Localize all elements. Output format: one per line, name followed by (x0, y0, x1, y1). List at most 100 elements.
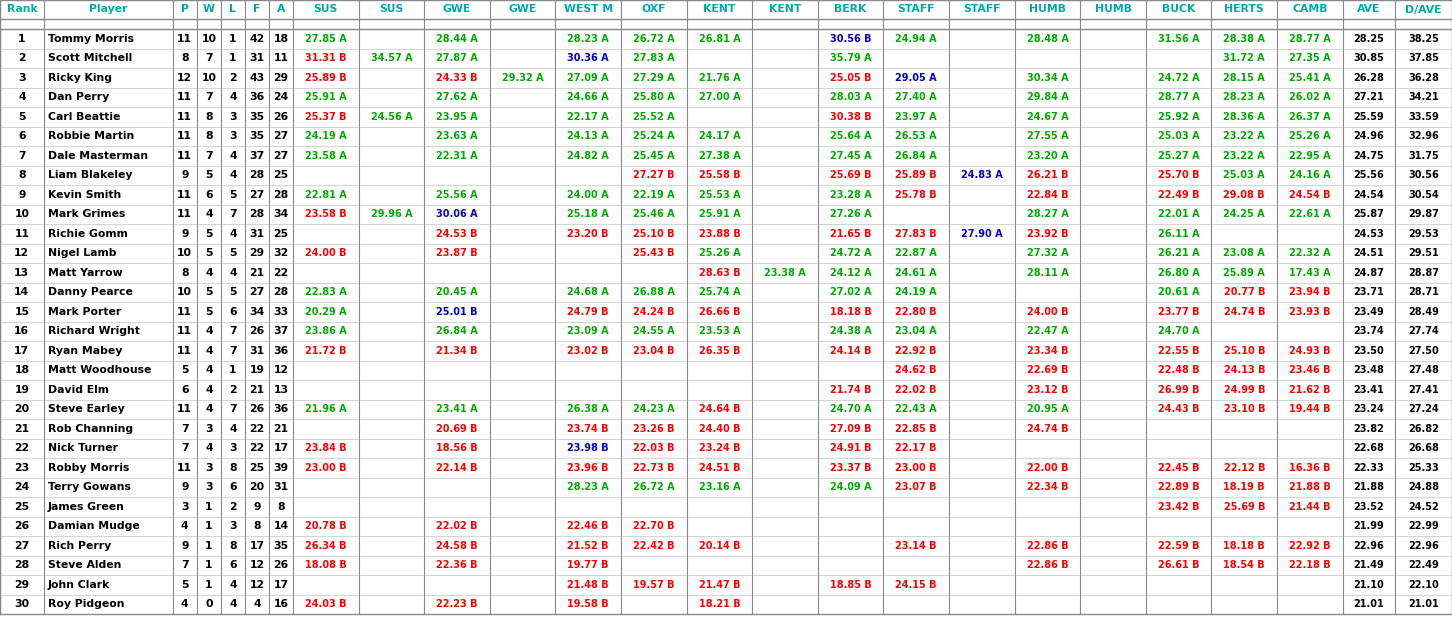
Text: 25.92 A: 25.92 A (1157, 112, 1199, 122)
Text: 12: 12 (177, 72, 192, 83)
Text: 24: 24 (273, 92, 289, 103)
Text: 4: 4 (182, 599, 189, 609)
Text: 27: 27 (273, 131, 289, 141)
Text: 22: 22 (250, 443, 264, 453)
Text: 30.85: 30.85 (1353, 53, 1384, 63)
Text: 22.10: 22.10 (1408, 579, 1439, 590)
Text: 7: 7 (182, 424, 189, 434)
Text: Damian Mudge: Damian Mudge (48, 521, 139, 531)
Text: 24.33 B: 24.33 B (436, 72, 478, 83)
Text: 32.96: 32.96 (1408, 131, 1439, 141)
Text: 22.02 B: 22.02 B (436, 521, 478, 531)
Text: 26.84 A: 26.84 A (896, 151, 937, 161)
Text: 35: 35 (250, 131, 264, 141)
Text: 19.57 B: 19.57 B (633, 579, 675, 590)
Text: Liam Blakeley: Liam Blakeley (48, 171, 132, 180)
Text: STAFF: STAFF (963, 4, 1000, 15)
Text: 30: 30 (15, 599, 29, 609)
Text: 23.37 B: 23.37 B (831, 463, 871, 473)
Text: 1: 1 (205, 541, 212, 551)
Text: WEST M: WEST M (563, 4, 613, 15)
Text: 23.86 A: 23.86 A (305, 326, 347, 337)
Text: 24.43 B: 24.43 B (1157, 404, 1199, 414)
Text: Carl Beattie: Carl Beattie (48, 112, 121, 122)
Text: Matt Yarrow: Matt Yarrow (48, 268, 122, 278)
Text: 28.38 A: 28.38 A (1224, 34, 1265, 44)
Text: 24.66 A: 24.66 A (568, 92, 608, 103)
Text: 24.83 A: 24.83 A (961, 171, 1003, 180)
Text: 2: 2 (17, 53, 26, 63)
Text: 7: 7 (17, 151, 26, 161)
Text: 22.17 B: 22.17 B (896, 443, 937, 453)
Text: 25.03 A: 25.03 A (1157, 131, 1199, 141)
Text: 20: 20 (250, 482, 264, 492)
Text: 3: 3 (205, 463, 212, 473)
Text: 2: 2 (229, 72, 237, 83)
Text: 22.96: 22.96 (1408, 541, 1439, 551)
Text: 27: 27 (273, 151, 289, 161)
Text: 26.68: 26.68 (1408, 443, 1439, 453)
Text: 26.88 A: 26.88 A (633, 287, 675, 297)
Text: 7: 7 (205, 53, 212, 63)
Text: 28.25: 28.25 (1353, 34, 1384, 44)
Text: 25.89 A: 25.89 A (1224, 268, 1265, 278)
Text: 23.20 A: 23.20 A (1027, 151, 1069, 161)
Text: 16: 16 (273, 599, 289, 609)
Text: 5: 5 (229, 248, 237, 258)
Text: 1: 1 (205, 560, 212, 570)
Text: A: A (277, 4, 285, 15)
Text: 28.63 B: 28.63 B (698, 268, 741, 278)
Text: Kevin Smith: Kevin Smith (48, 190, 121, 200)
Text: 7: 7 (182, 443, 189, 453)
Text: 24.00 B: 24.00 B (305, 248, 347, 258)
Text: 24.19 A: 24.19 A (305, 131, 347, 141)
Text: 22: 22 (15, 443, 29, 453)
Text: 27.50: 27.50 (1408, 345, 1439, 356)
Text: 20.29 A: 20.29 A (305, 307, 347, 317)
Text: 24.24 B: 24.24 B (633, 307, 675, 317)
Text: 1: 1 (205, 502, 212, 512)
Text: 37: 37 (250, 151, 264, 161)
Text: 25: 25 (250, 463, 264, 473)
Text: 5: 5 (17, 112, 26, 122)
Text: 27.45 A: 27.45 A (831, 151, 871, 161)
Text: 23.07 B: 23.07 B (896, 482, 937, 492)
Text: KENT: KENT (770, 4, 802, 15)
Text: 8: 8 (17, 171, 26, 180)
Text: 29.84 A: 29.84 A (1027, 92, 1069, 103)
Text: 28.11 A: 28.11 A (1027, 268, 1069, 278)
Text: 28.71: 28.71 (1408, 287, 1439, 297)
Text: 7: 7 (205, 92, 212, 103)
Text: 28.77 A: 28.77 A (1289, 34, 1330, 44)
Text: 5: 5 (229, 287, 237, 297)
Text: 23.84 B: 23.84 B (305, 443, 347, 453)
Text: 10: 10 (202, 72, 216, 83)
Text: 3: 3 (229, 443, 237, 453)
Text: 28.44 A: 28.44 A (436, 34, 478, 44)
Text: 22.87 A: 22.87 A (896, 248, 937, 258)
Text: 25.89 B: 25.89 B (896, 171, 937, 180)
Text: 22.96: 22.96 (1353, 541, 1384, 551)
Text: 27: 27 (250, 287, 264, 297)
Text: 25.03 A: 25.03 A (1224, 171, 1265, 180)
Text: 25.74 A: 25.74 A (698, 287, 741, 297)
Text: Rob Channing: Rob Channing (48, 424, 134, 434)
Text: 24.54 B: 24.54 B (1289, 190, 1330, 200)
Text: 18.21 B: 18.21 B (698, 599, 741, 609)
Text: 2: 2 (229, 502, 237, 512)
Text: 24.13 A: 24.13 A (568, 131, 608, 141)
Text: 23.92 B: 23.92 B (1027, 229, 1069, 238)
Text: 23.00 B: 23.00 B (896, 463, 937, 473)
Text: Ryan Mabey: Ryan Mabey (48, 345, 122, 356)
Text: 30.56: 30.56 (1408, 171, 1439, 180)
Text: 21.76 A: 21.76 A (698, 72, 741, 83)
Text: 28.36 A: 28.36 A (1224, 112, 1265, 122)
Text: 24.54: 24.54 (1353, 190, 1384, 200)
Text: 25.69 B: 25.69 B (831, 171, 871, 180)
Text: 21.65 B: 21.65 B (831, 229, 871, 238)
Text: 23.14 B: 23.14 B (896, 541, 937, 551)
Text: W: W (203, 4, 215, 15)
Text: 26.21 A: 26.21 A (1157, 248, 1199, 258)
Text: 25.69 B: 25.69 B (1224, 502, 1265, 512)
Text: 31.72 A: 31.72 A (1224, 53, 1265, 63)
